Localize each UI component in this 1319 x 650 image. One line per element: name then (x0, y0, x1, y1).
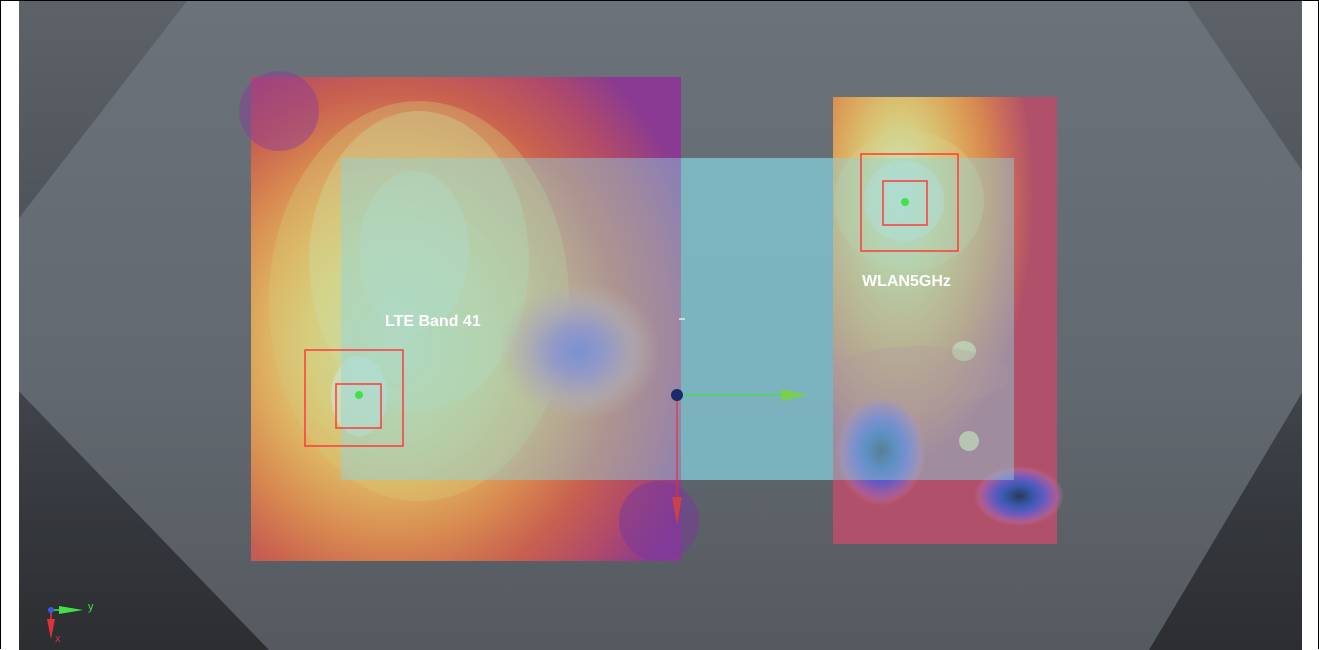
3d-viewport[interactable]: LTE Band 41 WLAN5GHz y x (19, 1, 1302, 650)
substrate-plane-gap (681, 158, 833, 480)
lte-peak-marker[interactable] (355, 391, 363, 399)
triad-y-label: y (88, 601, 94, 613)
scene-canvas[interactable] (19, 1, 1302, 650)
triad-x-arrow-head (47, 619, 55, 639)
origin-point[interactable] (671, 389, 683, 401)
origin-y-arrow-head[interactable] (781, 389, 807, 401)
wlan-inner-box[interactable] (882, 180, 928, 226)
triad-x-label: x (55, 633, 61, 645)
wlan-outer-box[interactable] (860, 153, 959, 252)
lte-inner-box[interactable] (335, 383, 382, 429)
triad-z-axis-dot (48, 607, 54, 613)
heatmap-label-lte: LTE Band 41 (385, 313, 481, 330)
heatmap-label-wlan: WLAN5GHz (862, 273, 951, 290)
triad-y-arrow-head (59, 606, 83, 614)
lte-outer-box[interactable] (304, 349, 404, 447)
wlan-peak-marker[interactable] (901, 198, 909, 206)
orientation-triad[interactable] (47, 606, 83, 639)
origin-x-arrow-head[interactable] (672, 497, 682, 525)
origin-triad[interactable] (671, 389, 807, 525)
